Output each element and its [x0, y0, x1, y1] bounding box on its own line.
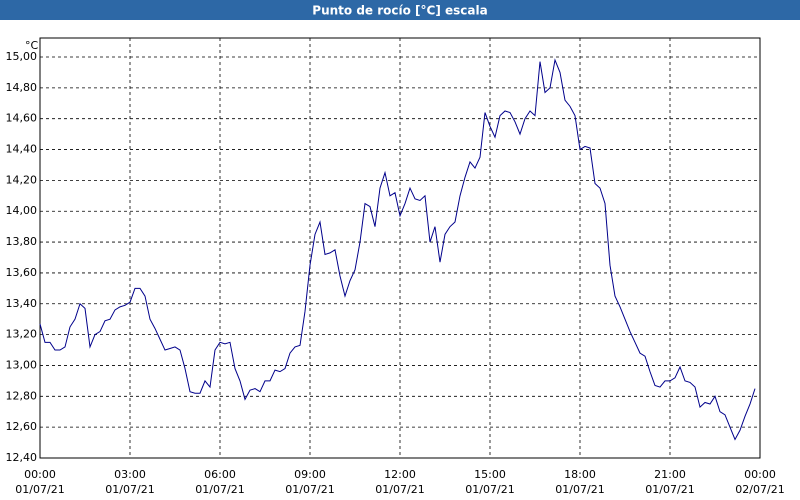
x-tick-label: 12:00 [384, 468, 416, 481]
y-tick-label: 13,00 [6, 358, 38, 371]
y-tick-label: 14,60 [6, 112, 38, 125]
x-tick-label: 01/07/21 [465, 483, 514, 496]
y-tick-label: 14,00 [6, 204, 38, 217]
x-tick-label: 01/07/21 [105, 483, 154, 496]
y-tick-label: 15,00 [6, 50, 38, 63]
x-tick-label: 00:00 [744, 468, 776, 481]
y-tick-label: 14,80 [6, 81, 38, 94]
y-tick-label: 12,40 [6, 451, 38, 464]
chart-title: Punto de rocío [°C] escala [312, 4, 487, 18]
y-tick-label: 12,60 [6, 420, 38, 433]
data-line [39, 58, 756, 441]
x-tick-label: 06:00 [204, 468, 236, 481]
x-tick-label: 01/07/21 [375, 483, 424, 496]
x-tick-label: 01/07/21 [195, 483, 244, 496]
y-tick-label: 13,40 [6, 297, 38, 310]
x-tick-label: 01/07/21 [645, 483, 694, 496]
y-unit: °C [25, 39, 39, 52]
x-tick-label: 02/07/21 [735, 483, 784, 496]
y-tick-label: 13,80 [6, 235, 38, 248]
y-tick-label: 14,20 [6, 173, 38, 186]
y-tick-label: 13,60 [6, 266, 38, 279]
x-tick-label: 21:00 [654, 468, 686, 481]
y-tick-label: 13,20 [6, 328, 38, 341]
x-tick-label: 03:00 [114, 468, 146, 481]
x-tick-label: 01/07/21 [285, 483, 334, 496]
x-tick-label: 01/07/21 [555, 483, 604, 496]
x-tick-label: 15:00 [474, 468, 506, 481]
x-tick-label: 00:00 [24, 468, 56, 481]
y-tick-label: 12,80 [6, 389, 38, 402]
x-tick-label: 01/07/21 [15, 483, 64, 496]
x-tick-label: 09:00 [294, 468, 326, 481]
x-tick-label: 18:00 [564, 468, 596, 481]
title-bar [0, 0, 800, 20]
y-tick-label: 14,40 [6, 143, 38, 156]
